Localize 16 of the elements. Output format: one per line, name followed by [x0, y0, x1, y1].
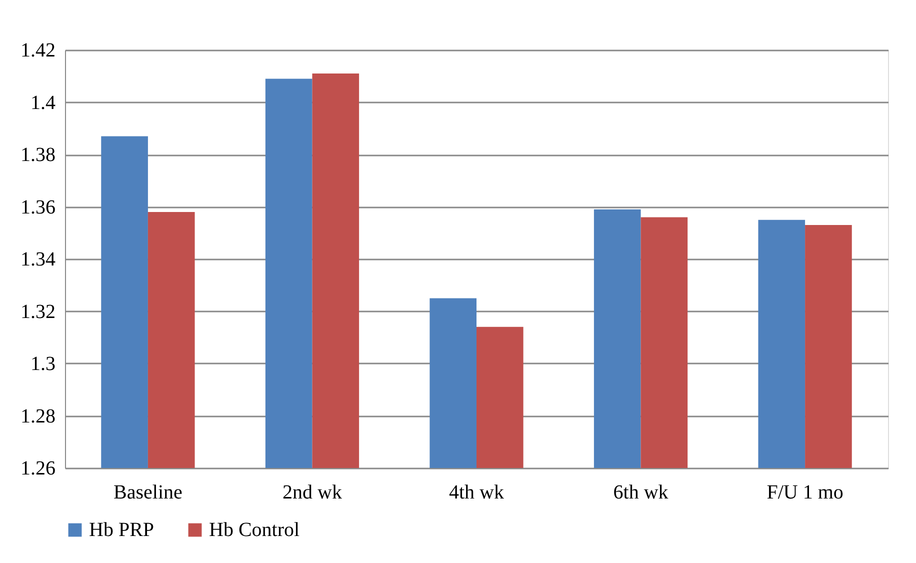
legend-label: Hb PRP [89, 519, 154, 541]
x-tick-label: 6th wk [613, 482, 668, 504]
y-tick-label: 1.34 [20, 248, 56, 270]
y-tick-label: 1.28 [20, 405, 56, 428]
y-tick-label: 1.36 [20, 196, 56, 218]
x-tick-label: 2nd wk [282, 482, 342, 504]
y-tick-label: 1.42 [20, 40, 56, 62]
y-tick-label: 1.32 [20, 300, 56, 323]
legend-label: Hb Control [209, 519, 300, 541]
y-tick-label: 1.26 [20, 458, 56, 480]
y-tick-label: 1.38 [20, 144, 56, 166]
x-tick-label: 4th wk [449, 482, 504, 504]
x-tick-label: F/U 1 mo [766, 482, 844, 504]
y-tick-label: 1.3 [30, 353, 56, 375]
x-tick-label: Baseline [114, 482, 183, 504]
y-tick-label: 1.4 [30, 92, 56, 114]
